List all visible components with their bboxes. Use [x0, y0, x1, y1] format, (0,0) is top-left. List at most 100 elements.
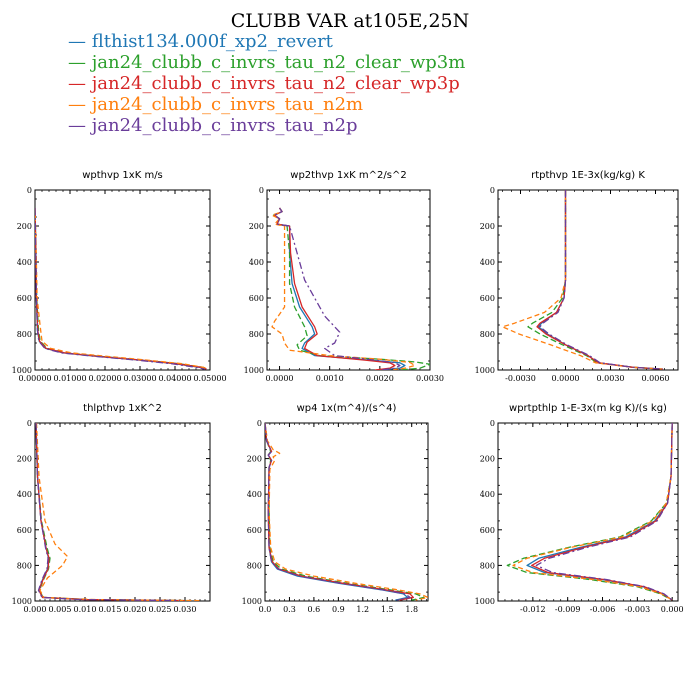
y-tick-label: 200	[17, 222, 32, 231]
series-line-5	[265, 423, 411, 601]
x-tick-label: -0.009	[555, 605, 581, 614]
y-tick-label: 400	[480, 258, 495, 267]
legend-entry: — flthist134.000f_xp2_revert	[68, 31, 334, 52]
x-tick-label: 0.015	[99, 605, 122, 614]
plot-frame	[497, 189, 679, 371]
y-tick-label: 400	[17, 490, 32, 499]
plot-frame	[34, 422, 211, 602]
x-tick-label: 0.0030	[416, 374, 444, 383]
x-tick-label: 0.0030	[597, 374, 625, 383]
series-line-5	[539, 190, 664, 370]
x-tick-label: 1.2	[356, 605, 369, 614]
series-line-1	[35, 207, 207, 370]
y-tick-label: 1000	[475, 597, 495, 606]
series-line-4	[35, 423, 201, 601]
y-tick-label: 600	[247, 526, 262, 535]
y-tick-label: 600	[17, 294, 32, 303]
y-tick-label: 0	[490, 186, 495, 195]
panel-title: wp4 1x(m^4)/(s^4)	[297, 403, 397, 414]
y-tick-label: 1000	[475, 366, 495, 375]
x-tick-label: 0.01000	[53, 374, 86, 383]
y-tick-label: 200	[480, 455, 495, 464]
series-line-2	[527, 190, 664, 370]
x-tick-label: 0.02000	[88, 374, 121, 383]
plot-frame	[264, 422, 429, 602]
x-tick-label: 0.3	[283, 605, 296, 614]
panel-title: rtpthvp 1E-3x(kg/kg) K	[531, 170, 645, 181]
y-tick-label: 400	[247, 490, 262, 499]
y-tick-label: 800	[247, 561, 262, 570]
x-tick-label: -0.0030	[505, 374, 536, 383]
chart-panel-3: rtpthvp 1E-3x(kg/kg) K 0 200 400 600 800 1000 -…	[475, 170, 679, 383]
series-line-5	[535, 423, 673, 601]
y-tick-label: 800	[480, 561, 495, 570]
y-tick-label: 600	[249, 294, 264, 303]
series-line-3	[35, 207, 207, 370]
x-tick-label: 0.03000	[123, 374, 156, 383]
y-tick-label: 200	[480, 222, 495, 231]
panel-title: wprtpthlp 1-E-3x(m kg K)/(s kg)	[509, 403, 667, 414]
x-tick-label: 1.8	[405, 605, 418, 614]
y-tick-label: 0	[27, 419, 32, 428]
y-tick-label: 600	[17, 526, 32, 535]
x-tick-label: 0.020	[124, 605, 147, 614]
plot-frame	[497, 422, 679, 602]
series-line-4	[501, 190, 664, 370]
y-tick-label: 0	[259, 186, 264, 195]
x-tick-label: 0.04000	[158, 374, 191, 383]
x-tick-label: 0.000	[661, 605, 684, 614]
x-tick-label: 0.6	[308, 605, 321, 614]
x-tick-label: 0.0000	[552, 374, 580, 383]
y-tick-label: 1000	[242, 597, 262, 606]
chart-panel-6: wprtpthlp 1-E-3x(m kg K)/(s kg) 0 200 400 60…	[475, 403, 684, 614]
y-tick-label: 400	[249, 258, 264, 267]
x-tick-label: 0.030	[174, 605, 197, 614]
series-line-2	[35, 423, 191, 601]
series-line-4	[512, 423, 673, 601]
legend-entry: — jan24_clubb_c_invrs_tau_n2m	[68, 94, 363, 115]
y-tick-label: 1000	[12, 597, 32, 606]
legend-entry: — jan24_clubb_c_invrs_tau_n2p	[68, 115, 358, 136]
x-tick-label: 0.000	[24, 605, 47, 614]
figure-title: CLUBB VAR at105E,25N	[231, 10, 470, 32]
x-tick-label: -0.006	[590, 605, 616, 614]
series-line-5	[35, 423, 181, 601]
series-line-5	[273, 207, 401, 370]
y-tick-label: 600	[480, 294, 495, 303]
series-line-3	[536, 190, 664, 370]
legend-entry: — jan24_clubb_c_invrs_tau_n2_clear_wp3p	[68, 73, 460, 94]
y-tick-label: 1000	[244, 366, 264, 375]
series-line-4	[35, 207, 209, 370]
x-tick-label: -0.003	[625, 605, 651, 614]
series-line-3	[35, 423, 186, 601]
y-tick-label: 600	[480, 526, 495, 535]
y-tick-label: 1000	[12, 366, 32, 375]
y-tick-label: 200	[17, 455, 32, 464]
x-tick-label: 0.00000	[18, 374, 51, 383]
x-tick-label: 0.0020	[366, 374, 394, 383]
series-line-3	[265, 423, 414, 601]
y-tick-label: 400	[17, 258, 32, 267]
y-tick-label: 200	[249, 222, 264, 231]
y-tick-label: 0	[257, 419, 262, 428]
series-line-1	[526, 423, 673, 601]
panel-title: wpthvp 1xK m/s	[82, 170, 163, 181]
series-line-5	[35, 207, 205, 370]
panel-title: thlpthvp 1xK^2	[83, 403, 162, 414]
series-line-2	[35, 207, 209, 370]
y-tick-label: 800	[17, 561, 32, 570]
y-tick-label: 400	[480, 490, 495, 499]
x-tick-label: 0.025	[149, 605, 172, 614]
series-line-1	[537, 190, 664, 370]
series-line-3	[273, 207, 396, 370]
y-tick-label: 800	[17, 330, 32, 339]
legend-entry: — jan24_clubb_c_invrs_tau_n2_clear_wp3m	[68, 52, 465, 73]
series-line-1	[35, 423, 186, 601]
legend: — flthist134.000f_xp2_revert— jan24_club…	[68, 31, 465, 136]
y-tick-label: 800	[249, 330, 264, 339]
series-line-1	[265, 423, 409, 601]
x-tick-label: 0.05000	[193, 374, 226, 383]
